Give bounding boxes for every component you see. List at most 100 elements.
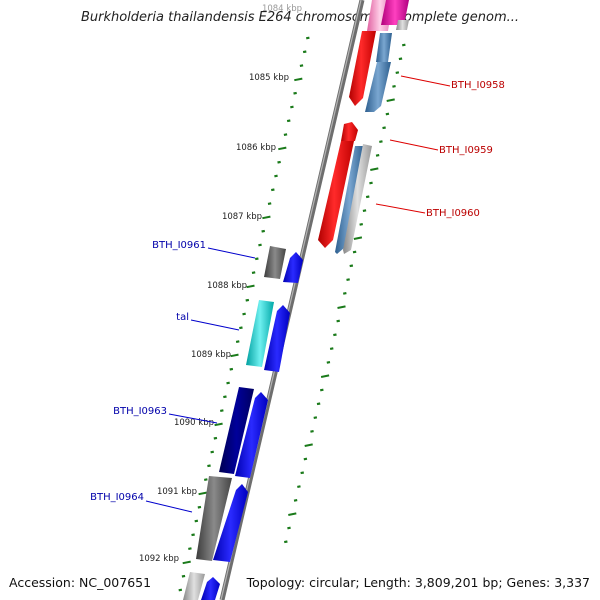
minor-tick [349, 264, 354, 268]
leader-tal [190, 319, 240, 331]
minor-tick [251, 271, 256, 274]
scale-label-1090: 1090 kbp [174, 418, 214, 428]
major-tick [198, 491, 207, 496]
minor-tick [197, 505, 202, 509]
minor-tick [226, 381, 230, 385]
minor-tick [329, 347, 334, 350]
major-tick [214, 422, 223, 427]
minor-tick [362, 209, 367, 212]
major-tick [320, 374, 330, 378]
gene-bth-i0959-small[interactable] [341, 122, 358, 141]
gene-bth-i0964-blue[interactable] [213, 484, 248, 562]
gene-bth-i0960-lightgrey[interactable] [343, 144, 372, 254]
minor-tick [300, 471, 305, 475]
minor-tick [382, 126, 386, 130]
major-tick [182, 560, 191, 565]
forward-strand-genes [183, 246, 303, 600]
reverse-scale-ticks [283, 43, 406, 544]
minor-tick [213, 436, 218, 440]
leader-bth-i0964 [145, 500, 193, 513]
major-tick [337, 305, 346, 309]
minor-tick [326, 361, 331, 364]
major-tick [294, 77, 303, 82]
scale-label-1091: 1091 kbp [157, 487, 197, 497]
gene-bth-i0961-blue[interactable] [283, 252, 303, 283]
major-tick [370, 167, 379, 171]
forward-scale-ticks [178, 36, 310, 592]
gene-label-tal[interactable]: tal [176, 312, 189, 323]
minor-tick [207, 464, 211, 468]
minor-tick [398, 57, 403, 61]
major-tick [288, 512, 297, 516]
minor-tick [293, 91, 297, 95]
minor-tick [286, 119, 291, 123]
minor-tick [210, 450, 215, 454]
gene-bth-i0958-steel-top[interactable] [376, 33, 392, 62]
minor-tick [203, 478, 208, 481]
gene-reverse-top-lightgrey[interactable] [396, 20, 409, 30]
gene-bth-i0959-red[interactable] [318, 141, 354, 248]
minor-tick [283, 133, 288, 136]
gene-bth-i0964-grey[interactable] [196, 476, 232, 561]
gene-bth-i0960-steel[interactable] [335, 146, 364, 254]
minor-tick [342, 292, 347, 295]
minor-tick [313, 416, 318, 419]
minor-tick [297, 485, 301, 488]
minor-tick [333, 333, 337, 337]
gene-tal-cyan[interactable] [246, 300, 274, 367]
minor-tick [191, 533, 195, 537]
gene-bth-i0958-steel[interactable] [365, 62, 391, 112]
gene-label-bth-i0960[interactable]: BTH_I0960 [426, 208, 480, 219]
minor-tick [303, 457, 308, 461]
gene-label-bth-i0964[interactable]: BTH_I0964 [90, 492, 144, 503]
leader-bth-i0959 [389, 139, 439, 151]
leader-bth-i0960 [375, 203, 426, 214]
gene-label-bth-i0959[interactable]: BTH_I0959 [439, 145, 493, 156]
gene-bth-i0963-blue[interactable] [235, 392, 268, 478]
minor-tick [293, 499, 298, 502]
major-tick [353, 236, 363, 240]
minor-tick [188, 547, 192, 550]
minor-tick [277, 160, 281, 164]
scale-label-1087: 1087 kbp [222, 212, 262, 222]
minor-tick [181, 574, 186, 578]
gene-label-bth-i0958[interactable]: BTH_I0958 [451, 80, 505, 91]
reverse-gene-labels: BTH_I0958 BTH_I0959 BTH_I0960 [375, 75, 505, 219]
minor-tick [369, 181, 373, 185]
gene-bth-i0958-red[interactable] [349, 31, 376, 106]
minor-tick [254, 257, 259, 261]
gene-reverse-top-magenta[interactable] [381, 0, 409, 25]
minor-tick [302, 50, 307, 54]
gene-bth-i0963-navy[interactable] [219, 387, 254, 474]
minor-tick [310, 430, 314, 433]
minor-tick [270, 188, 275, 192]
minor-tick [287, 526, 291, 530]
gene-label-bth-i0961[interactable]: BTH_I0961 [152, 240, 206, 251]
minor-tick [235, 340, 240, 343]
major-tick [278, 146, 287, 151]
minor-tick [267, 202, 272, 205]
minor-tick [352, 250, 357, 254]
gene-label-bth-i0963[interactable]: BTH_I0963 [113, 406, 167, 417]
gene-bottom-blue[interactable] [201, 577, 220, 600]
leader-bth-i0961 [207, 247, 256, 259]
minor-tick [223, 395, 227, 399]
minor-tick [274, 174, 278, 178]
minor-tick [359, 223, 364, 226]
minor-tick [229, 367, 234, 371]
minor-tick [258, 243, 262, 247]
gene-tal-blue[interactable] [264, 305, 290, 372]
topology-summary: Topology: circular; Length: 3,809,201 bp… [246, 575, 590, 590]
minor-tick [346, 278, 350, 281]
map-title: Burkholderia thailandensis E264 chromoso… [80, 10, 520, 25]
minor-tick [385, 112, 390, 116]
minor-tick [379, 140, 383, 143]
minor-tick [261, 229, 266, 233]
gene-bth-i0961-grey[interactable] [264, 246, 286, 279]
scale-label-1084: 1084 kbp [262, 4, 302, 14]
minor-tick [299, 64, 304, 67]
gene-bottom-lightgrey[interactable] [183, 572, 205, 600]
minor-tick [245, 298, 250, 302]
